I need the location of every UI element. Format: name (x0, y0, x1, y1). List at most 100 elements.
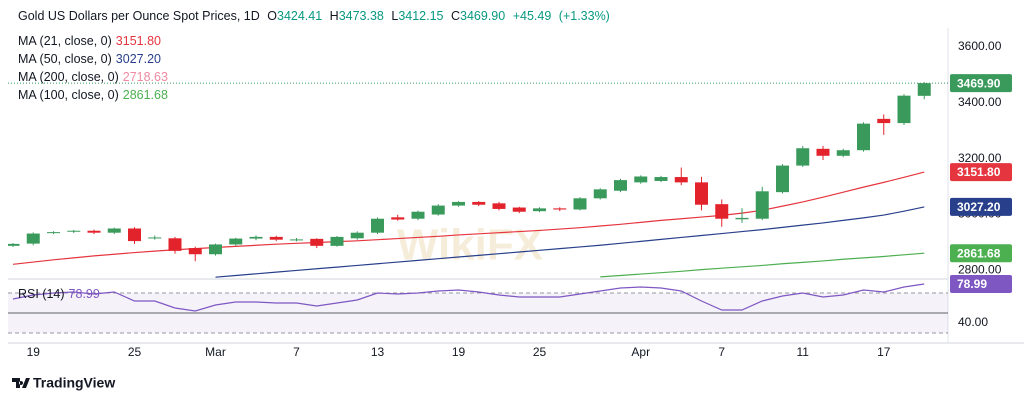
x-tick-label: 11 (797, 345, 810, 359)
price-pane (8, 82, 948, 278)
candle-body (188, 248, 202, 255)
x-tick-label: Mar (205, 345, 226, 359)
rsi-line (12, 283, 925, 312)
rsi-label-box (950, 275, 1012, 294)
x-tick-label: 7 (718, 345, 725, 359)
price-label-box (950, 244, 1012, 263)
high-value: 3473.38 (338, 9, 384, 23)
candle-body (391, 217, 405, 220)
candle-body (492, 203, 506, 209)
open-label: O (267, 9, 277, 23)
candle-body (634, 176, 648, 183)
ma-legend-row: MA (200, close, 0) 2718.63 (18, 70, 172, 84)
candle-body (168, 238, 182, 251)
candle-body (877, 118, 891, 124)
candle-body (128, 228, 141, 242)
rsi-pane (8, 283, 948, 334)
ma-legend-name: MA (100, close, 0) (18, 88, 119, 102)
candle-body (26, 233, 40, 244)
price-label-box (950, 197, 1012, 216)
candle-body (674, 177, 688, 183)
close-label: C (451, 9, 461, 23)
candle-body (411, 211, 425, 219)
candle-body (8, 243, 20, 246)
candle-body (573, 198, 587, 210)
y-tick-label: 3400.00 (958, 95, 1002, 109)
x-tick-label: 19 (452, 345, 466, 359)
y-tick-label: 2800.00 (958, 263, 1002, 277)
ma-legend-name: MA (21, close, 0) (18, 34, 112, 48)
candle-body (67, 230, 81, 232)
candle-body (614, 180, 627, 191)
price-label-text: 3151.80 (957, 165, 1001, 179)
change: +45.49 (512, 9, 552, 23)
price-label-box (950, 74, 1012, 93)
candle-body (290, 239, 303, 241)
high-label: H (329, 9, 339, 23)
candle-body (857, 123, 870, 151)
candle-body (755, 191, 769, 219)
candle-body (310, 238, 324, 246)
rsi-label-text: 78.99 (957, 277, 987, 291)
x-tick-label: 7 (293, 345, 300, 359)
candle-body (836, 150, 850, 156)
moving-average-line (215, 206, 925, 278)
header-legend: Gold US Dollars per Ounce Spot Prices, 1… (18, 9, 614, 23)
candle-body (917, 83, 931, 96)
y-tick-label: 3600.00 (958, 39, 1002, 53)
chart-title: Gold US Dollars per Ounce Spot Prices, 1… (18, 9, 260, 23)
candle-body (107, 228, 121, 233)
moving-average-line (600, 252, 925, 278)
candle-body (350, 232, 364, 239)
ma-legend-row: MA (50, close, 0) 3027.20 (18, 52, 165, 66)
rsi-legend-name: RSI (14) (18, 287, 65, 301)
ma-legend-value: 3151.80 (115, 34, 161, 48)
x-tick-label: 19 (27, 345, 41, 359)
tradingview-logo (12, 378, 30, 388)
moving-average-line (12, 171, 925, 265)
candle-body (249, 236, 263, 239)
ma-legend-row: MA (21, close, 0) 3151.80 (18, 34, 165, 48)
change-pct: (+1.33%) (558, 9, 610, 23)
rsi-legend-value: 78.99 (68, 287, 100, 301)
ma-legend-value: 2861.68 (122, 88, 168, 102)
candle-body (148, 237, 162, 239)
price-label-text: 3469.90 (957, 76, 1001, 90)
candle-body (553, 208, 567, 210)
ma-legend-name: MA (50, close, 0) (18, 52, 112, 66)
candle-body (796, 148, 810, 166)
ma-legend-value: 3027.20 (115, 52, 161, 66)
rsi-legend: RSI (14) 78.99 (18, 287, 104, 301)
footer-brand: TradingView (33, 375, 115, 391)
candle-body (695, 182, 708, 205)
candle-body (816, 148, 830, 156)
ma-legend-row: MA (100, close, 0) 2861.68 (18, 88, 172, 102)
x-tick-label: 25 (128, 345, 142, 359)
ma-legend-name: MA (200, close, 0) (18, 70, 119, 84)
rsi-tick-label: 40.00 (958, 315, 988, 329)
candle-body (472, 201, 486, 205)
candle-body (330, 236, 344, 246)
y-tick-label: 3200.00 (958, 151, 1002, 165)
candle-body (87, 230, 101, 233)
watermark: WikiFX (397, 221, 543, 270)
candle-body (897, 95, 911, 124)
candle-body (431, 205, 445, 215)
low-label: L (391, 9, 399, 23)
x-tick-label: Apr (631, 345, 650, 359)
candle-body (654, 177, 668, 181)
x-tick-label: 17 (877, 345, 891, 359)
candle-body (533, 208, 546, 212)
price-label-box (950, 163, 1012, 182)
x-tick-label: 13 (371, 345, 385, 359)
axes: 3600.003400.003200.003000.002800.001925M… (27, 39, 1012, 359)
candle-body (776, 165, 789, 193)
price-label-text: 3027.20 (957, 200, 1001, 214)
candle-body (209, 244, 222, 255)
candle-body (735, 217, 749, 220)
candle-body (452, 201, 465, 206)
candle-body (715, 204, 729, 219)
candle-body (593, 189, 607, 199)
